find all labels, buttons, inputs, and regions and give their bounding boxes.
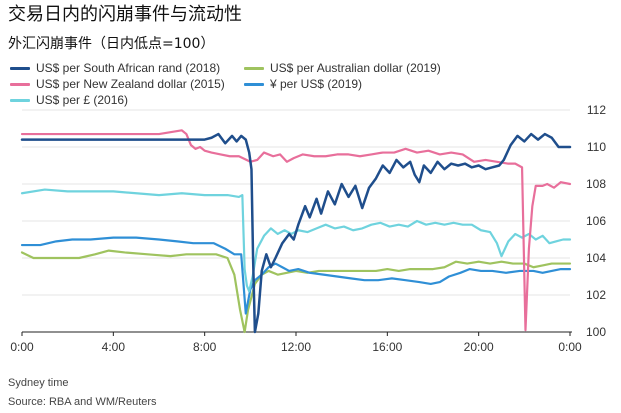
legend-item-pound: US$ per £ (2016) bbox=[10, 92, 128, 108]
y-tick-label-108: 108 bbox=[586, 177, 606, 191]
x-tick-label-5: 20:00 bbox=[464, 340, 494, 354]
legend-label-yen: ¥ per US$ (2019) bbox=[270, 77, 363, 91]
legend-swatch-nz bbox=[10, 82, 30, 86]
legend-item-nz: US$ per New Zealand dollar (2015) bbox=[10, 76, 225, 92]
x-tick-label-1: 4:00 bbox=[102, 340, 126, 354]
y-tick-label-102: 102 bbox=[586, 288, 606, 302]
x-tick-label-2: 8:00 bbox=[193, 340, 217, 354]
legend-label-pound: US$ per £ (2016) bbox=[36, 93, 129, 107]
y-tick-label-110: 110 bbox=[587, 140, 606, 154]
legend-swatch-rand bbox=[10, 66, 30, 70]
legend-label-nz: US$ per New Zealand dollar (2015) bbox=[36, 77, 225, 91]
legend-swatch-aud bbox=[244, 66, 264, 70]
chart-title: 交易日内的闪崩事件与流动性 bbox=[8, 4, 242, 25]
legend-item-aud: US$ per Australian dollar (2019) bbox=[244, 60, 441, 76]
chart-area: 100 102 104 106 108 110 112 0:00 4:00 8:00 12:00 16… bbox=[0, 100, 621, 370]
x-tick-label-3: 12:00 bbox=[281, 340, 311, 354]
series-line-pound bbox=[20, 188, 572, 293]
x-tick-label-6: 0:00 bbox=[558, 340, 582, 354]
series-line-aud bbox=[20, 249, 572, 334]
series-line-yen bbox=[20, 236, 572, 315]
y-tick-label-104: 104 bbox=[586, 251, 606, 265]
footnote-source: Source: RBA and WM/Reuters bbox=[8, 396, 157, 408]
x-tick-label-0: 0:00 bbox=[10, 340, 34, 354]
legend-label-aud: US$ per Australian dollar (2019) bbox=[270, 61, 441, 75]
legend-swatch-pound bbox=[10, 98, 30, 102]
legend-item-yen: ¥ per US$ (2019) bbox=[244, 76, 362, 92]
x-tick-label-4: 16:00 bbox=[372, 340, 402, 354]
legend-item-rand: US$ per South African rand (2018) bbox=[10, 60, 220, 76]
footnote-time: Sydney time bbox=[8, 377, 69, 389]
chart-legend: US$ per South African rand (2018) US$ pe… bbox=[10, 60, 610, 108]
fx-flash-crash-chart: 100 102 104 106 108 110 112 0:00 4:00 8:00 12:00 16… bbox=[10, 103, 606, 354]
y-tick-label-106: 106 bbox=[586, 214, 606, 228]
y-tick-label-112: 112 bbox=[587, 103, 606, 117]
series-line-rand bbox=[20, 132, 572, 334]
y-tick-label-100: 100 bbox=[586, 325, 606, 339]
legend-swatch-yen bbox=[244, 82, 264, 86]
chart-subtitle: 外汇闪崩事件（日内低点=100） bbox=[8, 36, 215, 52]
series-line-nz bbox=[20, 129, 572, 332]
legend-label-rand: US$ per South African rand (2018) bbox=[36, 61, 221, 75]
